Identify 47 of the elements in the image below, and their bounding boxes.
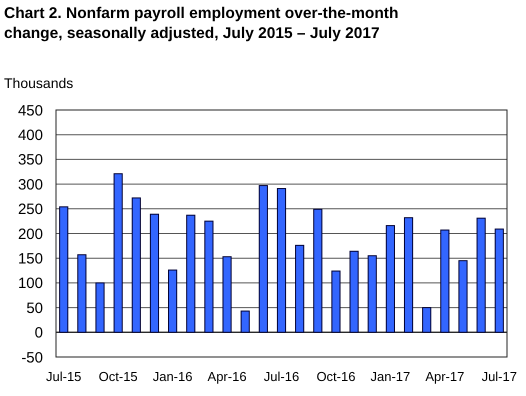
y-tick-label: 350 xyxy=(18,152,43,169)
bar xyxy=(240,310,250,333)
y-tick-label: 450 xyxy=(18,102,43,120)
bar xyxy=(494,228,504,333)
bar xyxy=(276,188,286,333)
y-tick-label: 250 xyxy=(18,201,43,218)
bar xyxy=(295,244,304,333)
y-tick-label: 50 xyxy=(26,300,43,317)
bar xyxy=(368,255,377,333)
bar xyxy=(476,218,486,333)
bar xyxy=(186,214,196,333)
y-tick-label: 200 xyxy=(18,226,43,243)
x-tick-label: Jul-17 xyxy=(482,369,517,384)
y-tick-label: 300 xyxy=(18,176,43,194)
bar xyxy=(77,254,86,333)
bar xyxy=(350,250,359,333)
x-tick-label: Oct-15 xyxy=(98,369,138,384)
x-tick-label: Jul-15 xyxy=(46,369,82,384)
bar xyxy=(59,206,68,333)
y-tick-label: 100 xyxy=(18,275,43,292)
bar xyxy=(222,256,232,333)
bar xyxy=(440,230,450,333)
bar xyxy=(204,220,214,333)
bar xyxy=(386,225,395,333)
x-tick-label: Apr-16 xyxy=(208,369,247,384)
bar xyxy=(422,307,432,333)
chart-title: Chart 2. Nonfarm payroll employment over-the-month change, seasonally adjusted, July 2015 – July 2017 xyxy=(4,5,398,42)
x-tick-label: Jan-17 xyxy=(370,369,410,384)
x-tick-label: Oct-16 xyxy=(316,369,356,384)
x-tick-label: Jan-16 xyxy=(152,369,192,384)
bar xyxy=(404,217,414,333)
y-tick-label: 150 xyxy=(18,250,43,268)
y-axis-title: Thousands xyxy=(4,75,74,91)
bar xyxy=(168,270,178,333)
bar xyxy=(458,260,468,333)
bar xyxy=(132,197,141,333)
bar xyxy=(258,185,268,333)
bar xyxy=(313,208,322,333)
x-tick-label: Jul-16 xyxy=(264,369,300,384)
bar xyxy=(150,214,160,333)
x-tick-label: Apr-17 xyxy=(425,369,464,384)
y-tick-label: -50 xyxy=(21,349,43,366)
y-tick-label: 400 xyxy=(18,126,43,144)
bar xyxy=(331,270,341,333)
y-tick-label: 0 xyxy=(34,324,43,342)
bar xyxy=(114,173,123,333)
bar xyxy=(95,282,105,333)
